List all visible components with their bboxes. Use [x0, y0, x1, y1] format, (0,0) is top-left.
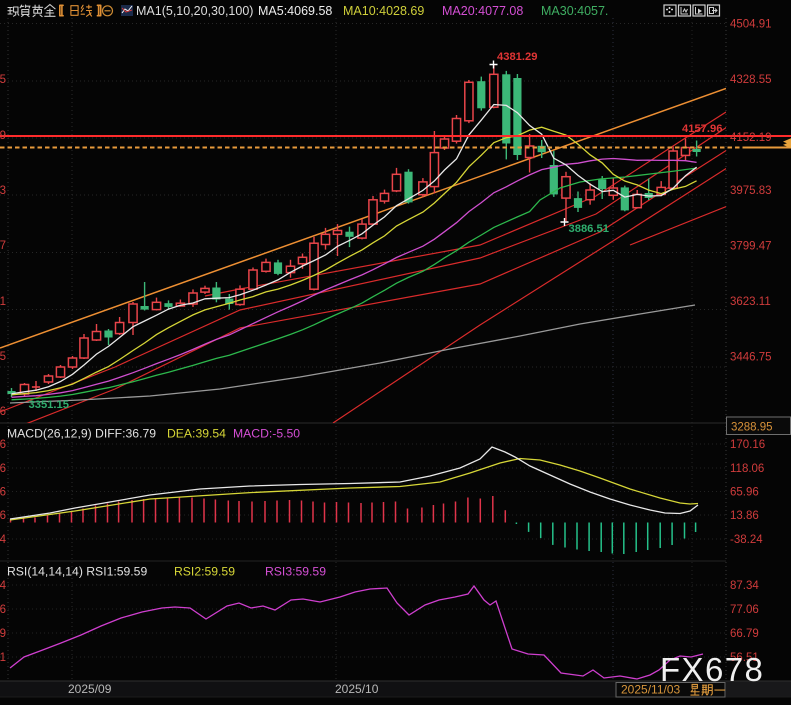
svg-text:MACD(26,12,9) DIFF:36.79: MACD(26,12,9) DIFF:36.79	[7, 427, 156, 441]
svg-text:170.16: 170.16	[0, 439, 6, 451]
svg-text:MA30:4057.: MA30:4057.	[541, 4, 608, 18]
svg-text:3975.83: 3975.83	[0, 185, 6, 197]
svg-text:3799.47: 3799.47	[730, 241, 772, 253]
svg-text:3799.47: 3799.47	[0, 240, 6, 252]
svg-text:2025/09: 2025/09	[68, 682, 112, 696]
svg-text:RSI2:59.59: RSI2:59.59	[174, 565, 235, 579]
svg-text:3446.75: 3446.75	[730, 352, 772, 364]
svg-text:-38.24: -38.24	[0, 534, 7, 546]
svg-text:66.79: 66.79	[730, 628, 759, 640]
svg-text:3886.51: 3886.51	[569, 223, 609, 235]
svg-text:MA5:4069.58: MA5:4069.58	[258, 4, 332, 18]
svg-text:77.06: 77.06	[730, 604, 759, 616]
svg-text:118.06: 118.06	[0, 463, 6, 475]
svg-text:4504.91: 4504.91	[730, 19, 772, 31]
svg-text:FX678: FX678	[660, 651, 764, 688]
svg-text:13.86: 13.86	[0, 510, 6, 522]
svg-text:2025/10: 2025/10	[335, 682, 379, 696]
svg-text:4152.19: 4152.19	[730, 132, 772, 144]
svg-text:3288.95: 3288.95	[731, 422, 773, 434]
svg-text:-38.24: -38.24	[730, 534, 763, 546]
svg-text:4152.19: 4152.19	[0, 130, 6, 142]
svg-text:77.06: 77.06	[0, 604, 6, 616]
svg-text:MA10:4028.69: MA10:4028.69	[343, 4, 424, 18]
svg-text:56.51: 56.51	[730, 652, 759, 664]
svg-text:RSI3:59.59: RSI3:59.59	[265, 565, 326, 579]
svg-text:3623.11: 3623.11	[730, 296, 771, 308]
svg-text:MACD:-5.50: MACD:-5.50	[233, 427, 300, 441]
svg-text:87.34: 87.34	[730, 580, 759, 592]
svg-text:3351.15: 3351.15	[29, 399, 69, 411]
svg-text:4157.96: 4157.96	[682, 123, 722, 135]
svg-text:3623.11: 3623.11	[0, 296, 6, 308]
svg-text:87.34: 87.34	[0, 580, 7, 592]
svg-text:56.51: 56.51	[0, 652, 6, 664]
svg-text:RSI(14,14,14) RSI1:59.59: RSI(14,14,14) RSI1:59.59	[7, 565, 147, 579]
svg-text:3975.83: 3975.83	[730, 185, 772, 197]
svg-text:3288.96: 3288.96	[0, 406, 6, 418]
svg-text:65.96: 65.96	[0, 487, 6, 499]
svg-text:4328.55: 4328.55	[0, 74, 6, 86]
svg-text:MA1(5,10,20,30,100): MA1(5,10,20,30,100)	[136, 4, 253, 18]
svg-text:170.16: 170.16	[730, 439, 765, 451]
svg-text:4328.55: 4328.55	[730, 74, 772, 86]
svg-text:DEA:39.54: DEA:39.54	[167, 427, 226, 441]
svg-text:MA20:4077.08: MA20:4077.08	[442, 4, 523, 18]
svg-text:65.96: 65.96	[730, 487, 759, 499]
svg-text:3446.75: 3446.75	[0, 351, 6, 363]
svg-text:4381.29: 4381.29	[497, 51, 537, 63]
svg-text:66.79: 66.79	[0, 628, 6, 640]
svg-text:13.86: 13.86	[730, 510, 759, 522]
svg-text:118.06: 118.06	[730, 463, 764, 475]
svg-text:2025/11/03: 2025/11/03	[621, 683, 680, 697]
